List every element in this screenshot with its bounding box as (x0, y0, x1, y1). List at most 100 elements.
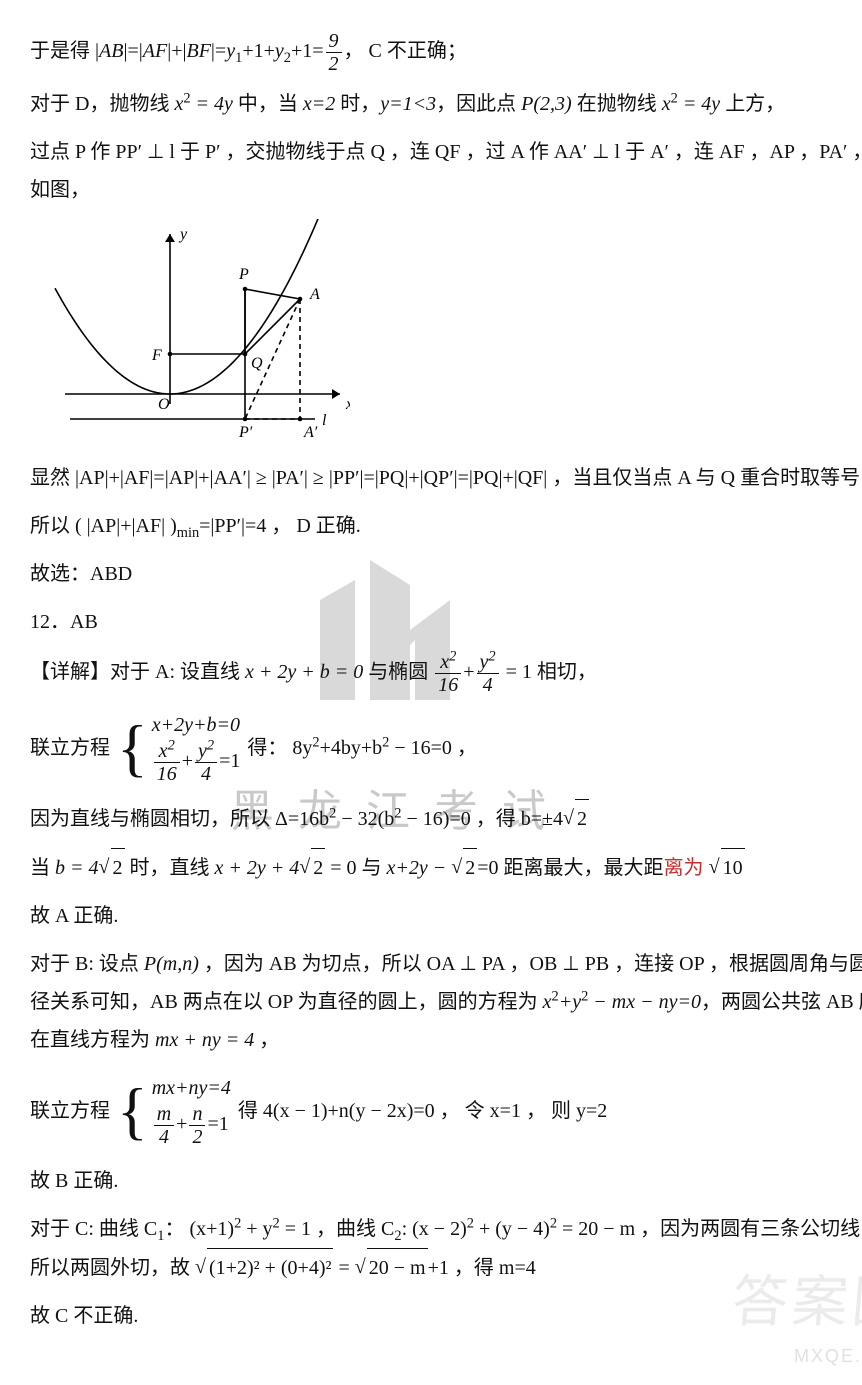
radicand: 20 − m (367, 1248, 428, 1287)
text-red: 离为 (664, 857, 709, 879)
math: y (275, 40, 284, 62)
numerator: m (154, 1103, 174, 1126)
text: = 0 与 (325, 857, 386, 879)
text: + y (241, 1218, 272, 1240)
denominator: 2 (326, 53, 342, 75)
text: 因为直线与椭圆相切，所以 Δ=16b (30, 808, 329, 830)
text: 对于 B: 设点 (30, 953, 144, 975)
text: 相切， (532, 661, 597, 683)
text: 联立方程 (30, 729, 110, 767)
text: − 16)=0 ，得 b=±4 (402, 808, 563, 830)
page-content: 于是得 |AB|=|AF|+|BF|=y1+1+y2+1=92， C 不正确； … (30, 30, 862, 1335)
math: x (543, 991, 552, 1013)
text: +1+ (242, 40, 275, 62)
math: b = 4 (55, 857, 99, 879)
math: = 4y (191, 93, 233, 115)
b-correct: 故 B 正确. (30, 1162, 862, 1200)
denominator: 16 (154, 763, 180, 785)
q12-answer: 12．AB (30, 603, 862, 641)
math: x+2y − (387, 857, 452, 879)
text: |=| (123, 40, 142, 62)
text: |+| (167, 40, 186, 62)
text: 过点 P 作 PP′ ⊥ l 于 P′ ，交抛物线于点 Q ，连 QF ，过 A… (30, 141, 862, 201)
text: =1 (219, 750, 240, 772)
equation-system: { mx+ny=4 m4+n2=1 (117, 1073, 231, 1148)
text: + (176, 1113, 187, 1135)
q12-system-b: 联立方程 { mx+ny=4 m4+n2=1 得 4(x − 1)+n(y − … (30, 1069, 862, 1152)
text: 得： 8y (247, 737, 312, 759)
radicand: 2 (575, 799, 589, 838)
row: mx+ny=4 (152, 1077, 231, 1099)
radicand: 2 (111, 848, 125, 887)
numerator: x (440, 651, 449, 673)
text: 时，直线 (125, 857, 215, 879)
text: 【详解】对于 A: 设直线 (30, 661, 245, 683)
math: y=1<3 (380, 93, 436, 115)
text: 当 (30, 857, 55, 879)
sqrt: 2 (563, 799, 589, 838)
sub: 2 (284, 50, 291, 66)
radicand: 10 (721, 848, 745, 887)
text: 联立方程 (30, 1092, 110, 1130)
text: 时， (335, 93, 380, 115)
text: 中，当 (233, 93, 303, 115)
text: +1= (291, 40, 324, 62)
svg-text:x: x (345, 396, 350, 413)
text: 得 4(x − 1)+n(y − 2x)=0 ， 令 x=1 ， 则 y=2 (238, 1092, 607, 1130)
text: + (182, 750, 193, 772)
text: ， C 不正确； (344, 40, 467, 62)
text: =0 距离最大，最大距 (477, 857, 663, 879)
text: = 1 ，曲线 C (280, 1218, 395, 1240)
q12-detail-b: 对于 B: 设点 P(m,n) ，因为 AB 为切点，所以 OA ⊥ PA ，O… (30, 945, 862, 1059)
line-d-construction: 过点 P 作 PP′ ⊥ l 于 P′ ，交抛物线于点 Q ，连 QF ，过 A… (30, 133, 862, 209)
svg-text:y: y (178, 226, 188, 243)
text: =|PP′|=4 ， D 正确. (199, 515, 361, 537)
denominator: 16 (435, 674, 461, 696)
text: − 32(b (336, 808, 394, 830)
math: BF (186, 40, 210, 62)
c-incorrect: 故 C 不正确. (30, 1297, 862, 1335)
line-inequality: 显然 |AP|+|AF|=|AP|+|AA′| ≥ |PA′| ≥ |PP′|=… (30, 459, 862, 497)
svg-text:A′: A′ (303, 424, 318, 441)
text: + (463, 661, 474, 683)
equation-system: { x+2y+b=0 x216+y24=1 (117, 710, 240, 785)
denominator: 4 (477, 674, 499, 696)
numerator: x (159, 740, 168, 762)
text: 在抛物线 (572, 93, 662, 115)
fraction: 92 (326, 30, 342, 75)
math: − mx − ny=0 (588, 991, 701, 1013)
numerator: n (189, 1103, 205, 1126)
fraction: x216 (435, 651, 461, 696)
math: y (226, 40, 235, 62)
svg-text:P′: P′ (238, 424, 253, 441)
line-choice: 故选：ABD (30, 555, 862, 593)
math: AB (99, 40, 123, 62)
text: 对于 C: 曲线 C (30, 1218, 157, 1240)
text: 于是得 | (30, 40, 99, 62)
q12-detail-a: 【详解】对于 A: 设直线 x + 2y + b = 0 与椭圆 x216+y2… (30, 651, 862, 696)
fraction: y24 (477, 651, 499, 696)
radicand: (1+2)² + (0+4)² (207, 1248, 333, 1287)
text: = 1 (501, 661, 532, 683)
math: x (662, 93, 671, 115)
text: 显然 |AP|+|AF|=|AP|+|AA′| ≥ |PA′| ≥ |PP′|=… (30, 467, 862, 489)
math: +y (559, 991, 581, 1013)
math: x + 2y + b = 0 (245, 661, 363, 683)
text: 上方， (720, 93, 785, 115)
q12-system-a: 联立方程 { x+2y+b=0 x216+y24=1 得： 8y2+4by+b2… (30, 706, 862, 789)
row: x+2y+b=0 (152, 714, 240, 736)
text: ： (x+1) (164, 1218, 234, 1240)
math: = 4y (678, 93, 720, 115)
sub: 2 (394, 1228, 401, 1244)
text: + (y − 4) (474, 1218, 550, 1240)
sub: min (177, 525, 199, 541)
radicand: 2 (463, 848, 477, 887)
svg-text:O: O (158, 396, 170, 413)
denominator: 4 (195, 763, 217, 785)
numerator: 9 (326, 30, 342, 53)
text: = (333, 1257, 354, 1279)
math: mx + ny = 4 (155, 1029, 254, 1051)
text: 所以 ( |AP|+|AF| ) (30, 515, 177, 537)
text: ， (254, 1029, 279, 1051)
svg-text:P: P (238, 266, 249, 283)
